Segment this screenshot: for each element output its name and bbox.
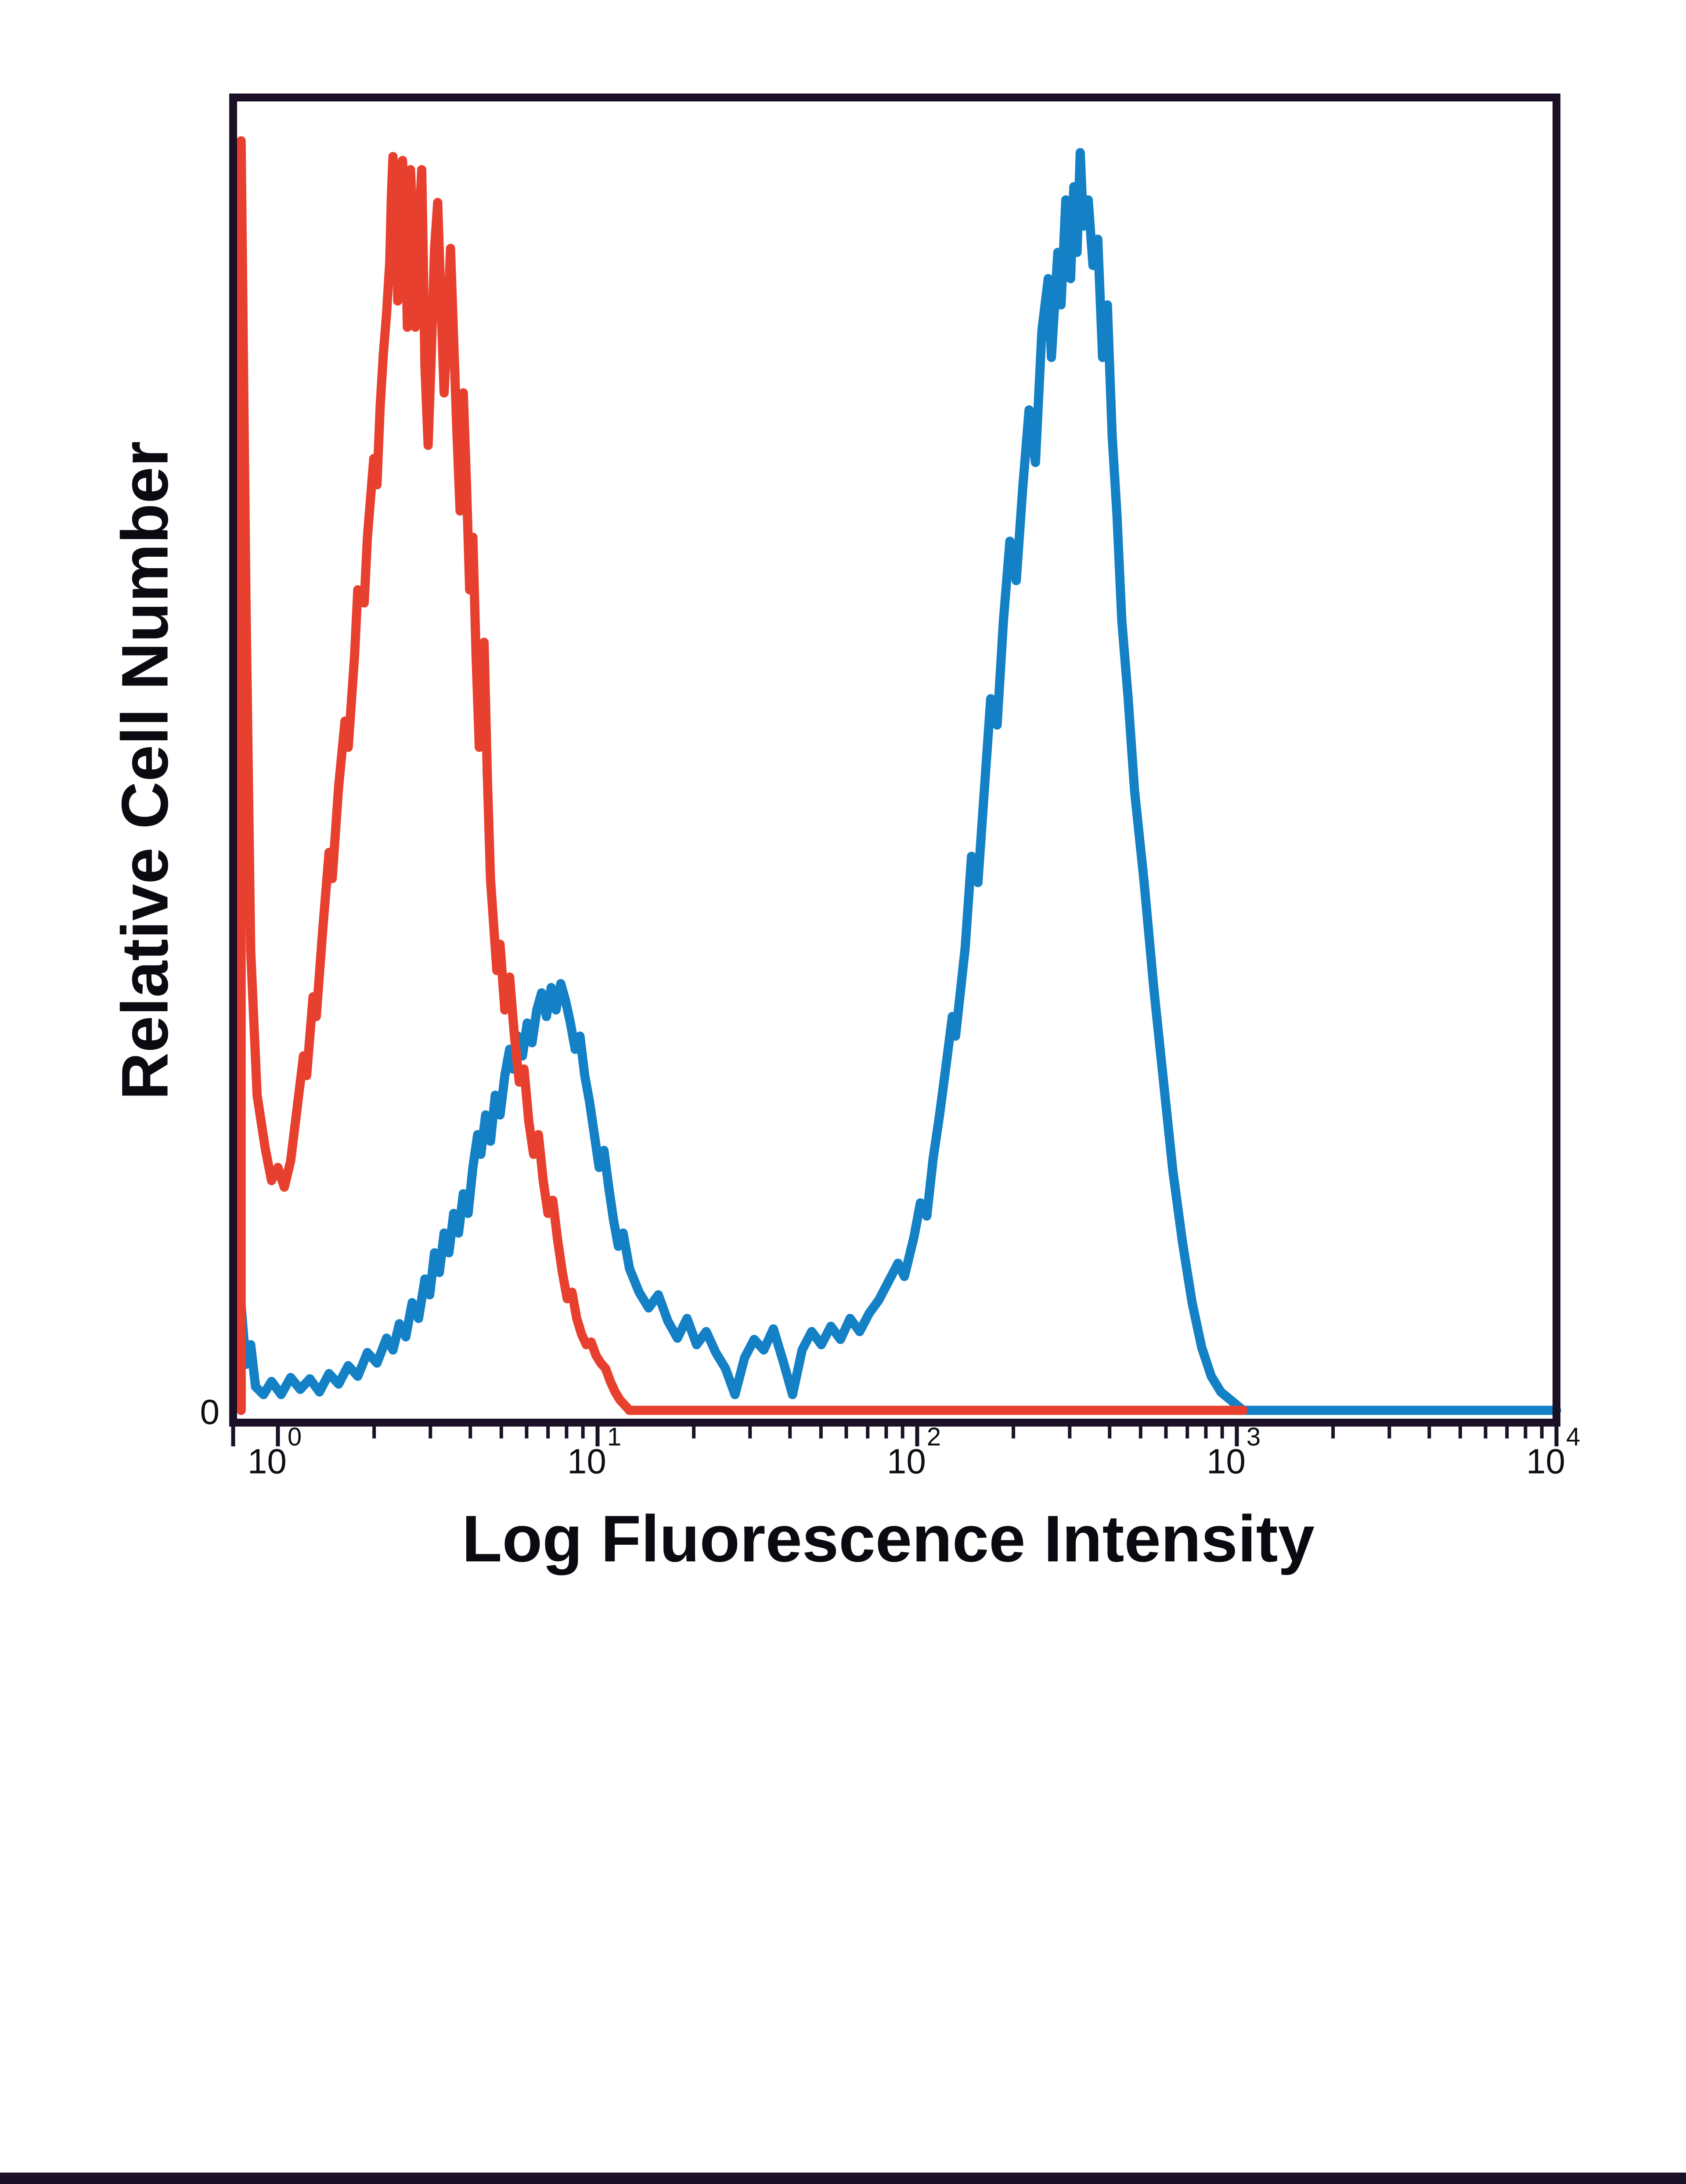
tick-exponent: 3: [1246, 1423, 1261, 1451]
tick-base: 10: [247, 1442, 287, 1481]
tick-base: 10: [1206, 1442, 1246, 1481]
plot-border: [229, 94, 1560, 1427]
x-tick-label-10e4: 104: [1526, 1424, 1580, 1481]
x-tick-label-10e3: 103: [1206, 1424, 1261, 1481]
x-tick-label-10e1: 101: [567, 1424, 621, 1481]
x-tick-label-10e2: 102: [886, 1424, 941, 1481]
bottom-border-bar: [0, 2173, 1686, 2184]
y-axis-zero-label: 0: [200, 1392, 220, 1431]
red-control-sample-curve: [236, 136, 1248, 1415]
tick-base: 10: [567, 1442, 606, 1481]
tick-exponent: 0: [287, 1423, 302, 1451]
tick-exponent: 4: [1566, 1423, 1581, 1451]
tick-exponent: 2: [926, 1423, 941, 1451]
y-axis-title: Relative Cell Number: [108, 441, 182, 1100]
tick-base: 10: [886, 1442, 926, 1481]
tick-exponent: 1: [607, 1423, 622, 1451]
blue-stained-sample-curve: [236, 148, 1561, 1415]
x-tick-label-10e0: 100: [247, 1424, 302, 1481]
x-axis-title: Log Fluorescence Intensity: [461, 1502, 1315, 1575]
tick-base: 10: [1526, 1442, 1565, 1481]
